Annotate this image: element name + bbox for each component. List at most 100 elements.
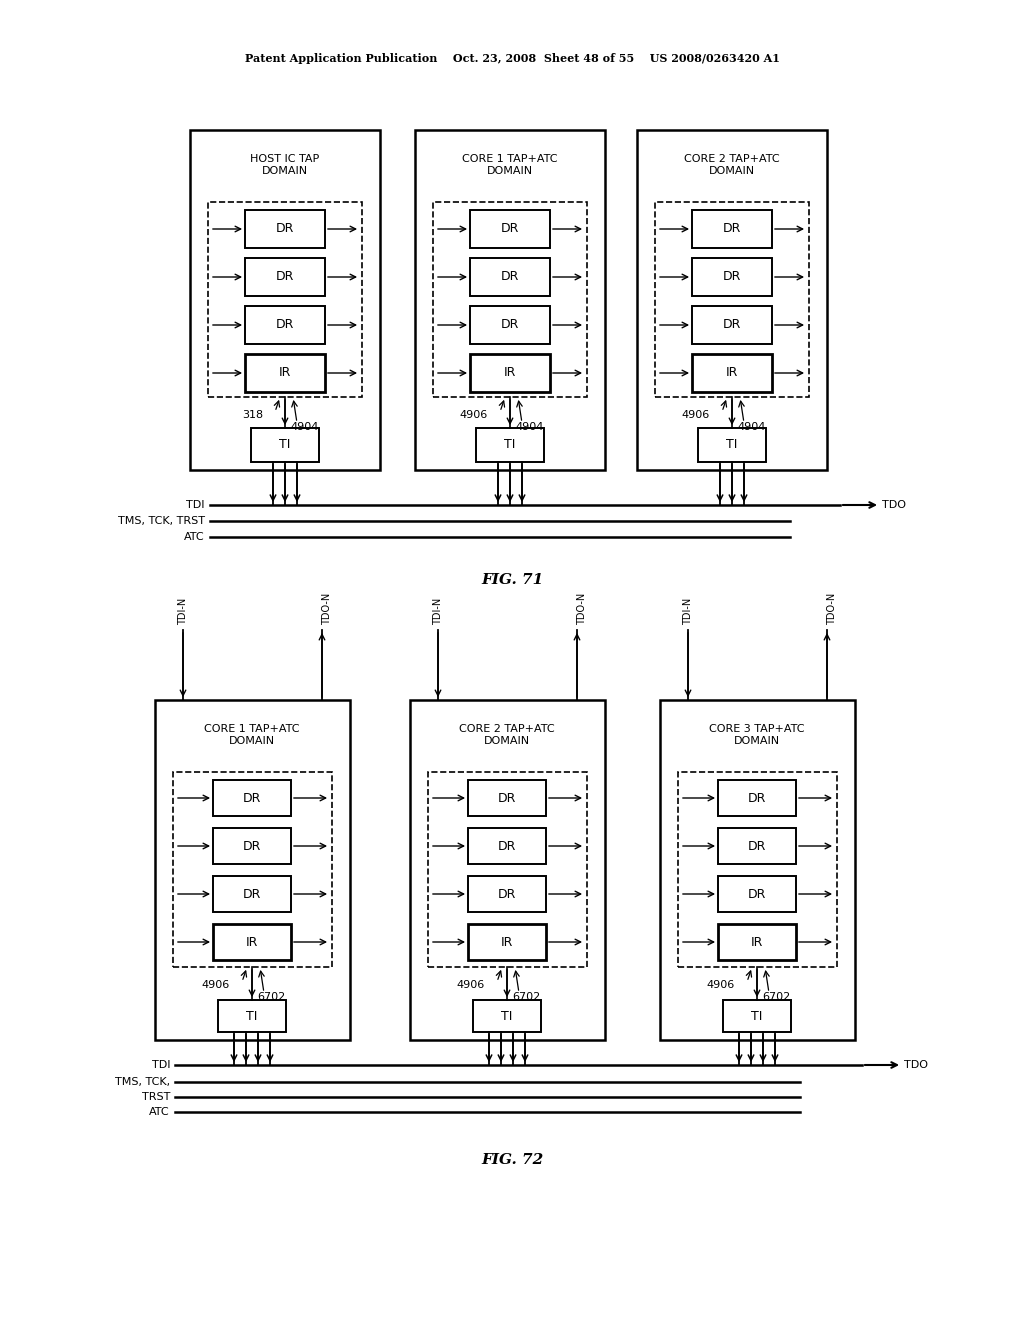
Text: CORE 2 TAP+ATC
DOMAIN: CORE 2 TAP+ATC DOMAIN — [459, 725, 555, 746]
Bar — [245, 306, 325, 345]
Text: DR: DR — [723, 318, 741, 331]
Bar — [470, 306, 550, 345]
Bar — [660, 700, 855, 1040]
Text: CORE 1 TAP+ATC
DOMAIN: CORE 1 TAP+ATC DOMAIN — [462, 154, 558, 176]
Bar — [723, 1001, 791, 1032]
Bar — [190, 129, 380, 470]
Text: TDO: TDO — [904, 1060, 928, 1071]
Bar — [251, 428, 319, 462]
Bar — [698, 428, 766, 462]
Bar — [155, 700, 350, 1040]
Text: DR: DR — [275, 318, 294, 331]
Text: ATC: ATC — [184, 532, 205, 543]
Text: TDO-N: TDO-N — [322, 593, 332, 624]
Text: TI: TI — [752, 1010, 763, 1023]
Text: FIG. 71: FIG. 71 — [481, 573, 543, 587]
Text: CORE 3 TAP+ATC
DOMAIN: CORE 3 TAP+ATC DOMAIN — [710, 725, 805, 746]
Text: DR: DR — [243, 887, 261, 900]
Text: TI: TI — [247, 1010, 258, 1023]
Text: TMS, TCK, TRST: TMS, TCK, TRST — [118, 516, 205, 525]
Text: TDI: TDI — [186, 500, 205, 510]
Bar — [692, 306, 772, 345]
Text: DR: DR — [501, 223, 519, 235]
Bar — [470, 354, 550, 392]
Bar — [415, 129, 605, 470]
Text: DR: DR — [748, 887, 766, 900]
Text: IR: IR — [279, 367, 291, 380]
Bar — [213, 924, 291, 960]
Text: IR: IR — [751, 936, 763, 949]
Text: DR: DR — [498, 840, 516, 853]
Text: 6702: 6702 — [512, 993, 541, 1002]
Text: DR: DR — [275, 223, 294, 235]
Text: HOST IC TAP
DOMAIN: HOST IC TAP DOMAIN — [251, 154, 319, 176]
Bar — [655, 202, 809, 397]
Text: DR: DR — [748, 792, 766, 804]
Bar — [470, 210, 550, 248]
Bar — [468, 924, 546, 960]
Bar — [678, 772, 837, 968]
Text: DR: DR — [501, 271, 519, 284]
Text: TI: TI — [726, 438, 737, 451]
Bar — [245, 257, 325, 296]
Bar — [470, 257, 550, 296]
Text: Patent Application Publication    Oct. 23, 2008  Sheet 48 of 55    US 2008/02634: Patent Application Publication Oct. 23, … — [245, 53, 779, 63]
Bar — [692, 210, 772, 248]
Text: ATC: ATC — [150, 1107, 170, 1117]
Text: TDI: TDI — [152, 1060, 170, 1071]
Bar — [245, 210, 325, 248]
Bar — [245, 354, 325, 392]
Text: CORE 1 TAP+ATC
DOMAIN: CORE 1 TAP+ATC DOMAIN — [204, 725, 300, 746]
Bar — [718, 828, 796, 865]
Bar — [692, 354, 772, 392]
Text: 4906: 4906 — [707, 979, 735, 990]
Text: TDI-N: TDI-N — [683, 598, 693, 624]
Bar — [718, 780, 796, 816]
Text: 4906: 4906 — [457, 979, 485, 990]
Bar — [410, 700, 605, 1040]
Bar — [692, 257, 772, 296]
Text: TI: TI — [504, 438, 516, 451]
Bar — [218, 1001, 286, 1032]
Text: 6702: 6702 — [257, 993, 286, 1002]
Text: 4904: 4904 — [290, 422, 318, 432]
Text: DR: DR — [275, 271, 294, 284]
Text: 4904: 4904 — [737, 422, 765, 432]
Text: TI: TI — [502, 1010, 513, 1023]
Bar — [433, 202, 587, 397]
Bar — [637, 129, 827, 470]
Text: IR: IR — [501, 936, 513, 949]
Bar — [208, 202, 362, 397]
Text: 4906: 4906 — [682, 411, 710, 420]
Text: 4906: 4906 — [202, 979, 230, 990]
Bar — [213, 780, 291, 816]
Text: DR: DR — [748, 840, 766, 853]
Text: DR: DR — [501, 318, 519, 331]
Text: TDI-N: TDI-N — [433, 598, 443, 624]
Text: TMS, TCK,: TMS, TCK, — [115, 1077, 170, 1086]
Text: IR: IR — [726, 367, 738, 380]
Bar — [213, 876, 291, 912]
Text: TI: TI — [280, 438, 291, 451]
Bar — [476, 428, 544, 462]
Bar — [428, 772, 587, 968]
Text: DR: DR — [498, 887, 516, 900]
Bar — [213, 828, 291, 865]
Bar — [468, 876, 546, 912]
Text: DR: DR — [498, 792, 516, 804]
Text: CORE 2 TAP+ATC
DOMAIN: CORE 2 TAP+ATC DOMAIN — [684, 154, 780, 176]
Text: DR: DR — [243, 792, 261, 804]
Text: DR: DR — [723, 271, 741, 284]
Bar — [718, 876, 796, 912]
Bar — [473, 1001, 541, 1032]
Text: DR: DR — [723, 223, 741, 235]
Text: TDO-N: TDO-N — [577, 593, 587, 624]
Text: TDI-N: TDI-N — [178, 598, 188, 624]
Bar — [468, 828, 546, 865]
Text: FIG. 72: FIG. 72 — [481, 1152, 543, 1167]
Text: 4906: 4906 — [460, 411, 488, 420]
Text: 6702: 6702 — [762, 993, 791, 1002]
Text: TRST: TRST — [141, 1092, 170, 1102]
Text: 4904: 4904 — [515, 422, 544, 432]
Text: TDO-N: TDO-N — [827, 593, 837, 624]
